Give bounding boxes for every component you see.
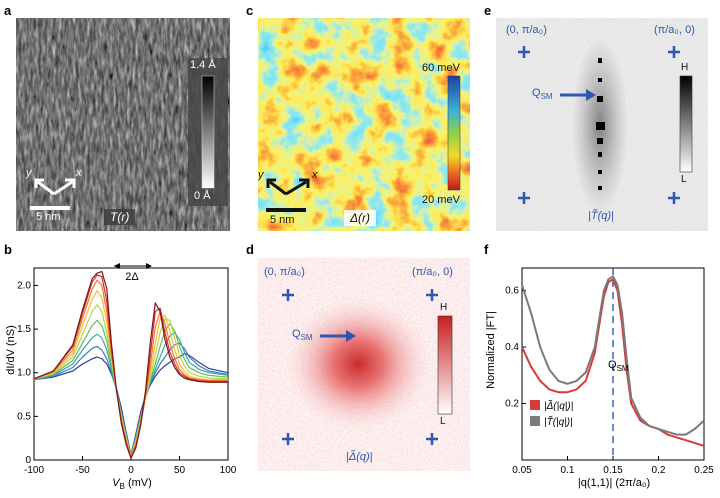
x-axis-label: |q(1,1)| (2π/a₀) — [578, 477, 650, 489]
vline-label: QSM — [608, 359, 629, 373]
colorbar-gradient — [679, 75, 693, 173]
corner-left-label: (0, π/a₀) — [264, 266, 305, 278]
axis-x-label: x — [312, 169, 318, 181]
qsm-arrow-icon — [560, 89, 596, 101]
x-tick-label: 0.2 — [652, 465, 666, 476]
colorbar-top-label: 60 meV — [422, 62, 460, 74]
axis-y-label: y — [258, 169, 264, 181]
gap-map: 60 meV 20 meV x y 5 nm Δ(r) — [258, 18, 470, 231]
panel-label-d: d — [246, 242, 254, 257]
axis-y-label: y — [26, 167, 32, 179]
colorbar-gradient — [201, 75, 215, 189]
colorbar-top-label: H — [440, 302, 448, 313]
panel-label-c: c — [246, 3, 254, 18]
series-line-1 — [521, 275, 705, 436]
corner-right-label: (π/a₀, 0) — [412, 266, 453, 278]
x-tick-label: -50 — [75, 465, 90, 476]
map-label: |T̃(q)| — [588, 210, 614, 222]
gap-fourier-image — [258, 258, 470, 471]
x-tick-label: 100 — [220, 465, 237, 476]
map-label: |Δ̃(q)| — [346, 451, 373, 463]
colorbar-top-label: 1.4 Å — [190, 59, 216, 71]
gap-double-arrow-icon — [114, 263, 152, 269]
series-line-0 — [521, 278, 705, 447]
scalebar — [30, 206, 70, 210]
x-tick-label: 50 — [174, 465, 186, 476]
colorbar-bottom-label: 20 meV — [422, 194, 460, 206]
x-tick-label: 0 — [128, 465, 134, 476]
gap-map-image — [258, 18, 470, 231]
panel-label-b: b — [4, 242, 12, 257]
plot-frame — [33, 267, 229, 461]
legend-label-0: |Δ̃(|q|)| — [544, 399, 573, 412]
topography-fourier-map: (0, π/a₀) (π/a₀, 0) QSM H L |T̃(q)| — [496, 18, 708, 231]
fourier-linecut-chart: 0.05 0.1 0.15 0.2 0.25 0.2 0.4 0.6 |Δ̃(|q|)| |T̃(… — [485, 267, 714, 489]
colorbar-top-label: H — [681, 62, 689, 73]
x-tick-label: 0.1 — [561, 465, 575, 476]
series-line-2 — [33, 331, 229, 457]
y-tick-label: 0.2 — [505, 399, 519, 410]
colorbar-gradient — [447, 75, 461, 191]
legend-label-1: |T̃(|q|)| — [544, 415, 573, 428]
x-tick-label: 0.25 — [694, 465, 714, 476]
y-tick-label: 0 — [25, 455, 31, 466]
qsm-label: QSM — [532, 87, 553, 102]
reciprocal-lattice-markers — [518, 46, 680, 204]
series-line-3 — [33, 319, 229, 458]
map-label: T(r) — [104, 209, 136, 225]
colorbar-bottom-label: L — [681, 174, 687, 185]
spectra-chart: -100 -50 0 50 100 0 0.5 1.0 1.5 2.0 dI/dV (nS) VB… — [5, 263, 237, 490]
y-tick-label: 0.4 — [505, 342, 519, 353]
scalebar — [266, 208, 306, 212]
y-axis-label: Normalized |FT| — [485, 311, 497, 389]
gap-annotation-label: 2Δ — [125, 271, 139, 283]
x-tick-label: 0.15 — [603, 465, 623, 476]
legend-swatch-0 — [530, 400, 540, 410]
reciprocal-lattice-markers — [282, 289, 438, 445]
colorbar-bottom-label: 0 Å — [194, 190, 211, 202]
y-tick-label: 1.0 — [17, 368, 31, 379]
map-label: Δ(r) — [344, 210, 377, 226]
colorbar-bottom-label: L — [440, 416, 446, 427]
series-line-1 — [33, 342, 229, 457]
scalebar-label: 5 nm — [36, 211, 61, 223]
scalebar-label: 5 nm — [270, 214, 295, 226]
qsm-arrow-icon — [320, 330, 356, 342]
series-line-8 — [33, 270, 228, 459]
y-axis-label: dI/dV (nS) — [5, 325, 17, 375]
bragg-peaks — [596, 58, 605, 190]
series-line-7 — [33, 274, 228, 459]
panel-label-e: e — [484, 3, 492, 18]
colorbar-gradient — [437, 315, 453, 415]
y-tick-label: 0.6 — [505, 286, 519, 297]
axis-x-label: x — [76, 167, 82, 179]
x-tick-label: 0.05 — [512, 465, 532, 476]
legend-swatch-1 — [530, 416, 540, 426]
panel-label-f: f — [484, 242, 489, 257]
y-tick-label: 0.5 — [17, 411, 31, 422]
axis-arrows-icon — [34, 178, 76, 196]
axis-arrows-icon — [266, 178, 310, 196]
panel-label-a: a — [4, 3, 12, 18]
corner-left-label: (0, π/a₀) — [506, 24, 547, 36]
x-tick-label: -100 — [24, 465, 44, 476]
y-tick-label: 2.0 — [17, 280, 31, 291]
qsm-label: QSM — [292, 328, 313, 343]
x-axis-label: VB (mV) — [112, 477, 152, 490]
gap-fourier-map: (0, π/a₀) (π/a₀, 0) QSM H L |Δ̃(q)| — [258, 258, 470, 471]
topography-fourier-image — [496, 18, 708, 231]
corner-right-label: (π/a₀, 0) — [654, 24, 695, 36]
topography-map: 1.4 Å 0 Å x y 5 nm T(r) — [16, 18, 230, 231]
y-tick-label: 1.5 — [17, 324, 31, 335]
